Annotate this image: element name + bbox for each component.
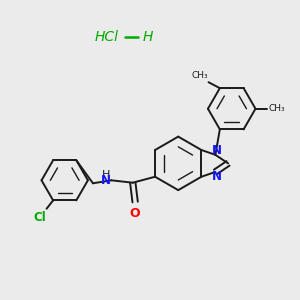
Text: N: N bbox=[212, 144, 222, 157]
Text: Cl: Cl bbox=[33, 211, 46, 224]
Text: HCl: HCl bbox=[95, 30, 119, 44]
Text: O: O bbox=[130, 207, 140, 220]
Text: N: N bbox=[212, 169, 222, 183]
Text: H: H bbox=[102, 170, 110, 180]
Text: H: H bbox=[142, 30, 153, 44]
Text: CH₃: CH₃ bbox=[268, 104, 285, 113]
Text: CH₃: CH₃ bbox=[191, 71, 208, 80]
Text: N: N bbox=[100, 174, 110, 187]
